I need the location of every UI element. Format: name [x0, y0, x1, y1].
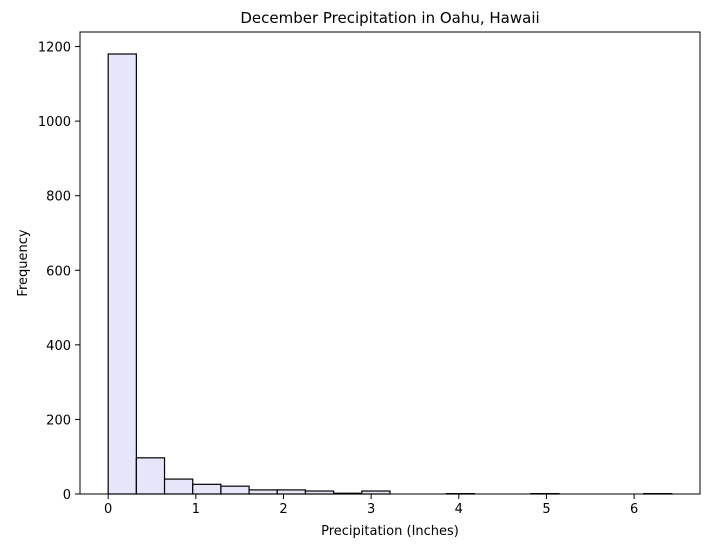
- y-tick-label: 1200: [38, 41, 71, 56]
- x-tick-label: 2: [279, 502, 287, 517]
- y-tick-label: 200: [46, 413, 71, 428]
- histogram-bar-4: [221, 486, 249, 494]
- y-tick-label: 600: [46, 264, 71, 279]
- plot-frame: [80, 32, 700, 494]
- histogram-bar-0: [108, 54, 136, 494]
- x-axis-label: Precipitation (Inches): [321, 524, 459, 539]
- x-tick-label: 0: [104, 502, 112, 517]
- y-tick-label: 0: [63, 488, 71, 503]
- y-tick-label: 400: [46, 339, 71, 354]
- bars-layer: [108, 54, 672, 494]
- chart-title: December Precipitation in Oahu, Hawaii: [240, 9, 539, 27]
- histogram-bar-2: [165, 479, 193, 494]
- x-tick-label: 6: [630, 502, 638, 517]
- histogram-bar-3: [193, 484, 221, 494]
- x-tick-label: 4: [455, 502, 463, 517]
- histogram-bar-1: [136, 458, 164, 494]
- y-tick-label: 1000: [38, 115, 71, 130]
- x-tick-label: 3: [367, 502, 375, 517]
- x-tick-label: 1: [192, 502, 200, 517]
- y-tick-label: 800: [46, 190, 71, 205]
- x-axis-ticks: 0 1 2 3 4 5 6: [104, 494, 638, 517]
- histogram-bar-5: [249, 490, 277, 494]
- x-tick-label: 5: [542, 502, 550, 517]
- histogram-bar-6: [277, 490, 305, 494]
- y-axis-label: Frequency: [16, 229, 31, 296]
- y-axis-ticks: 0 200 400 600 800 1000 1200: [38, 41, 80, 503]
